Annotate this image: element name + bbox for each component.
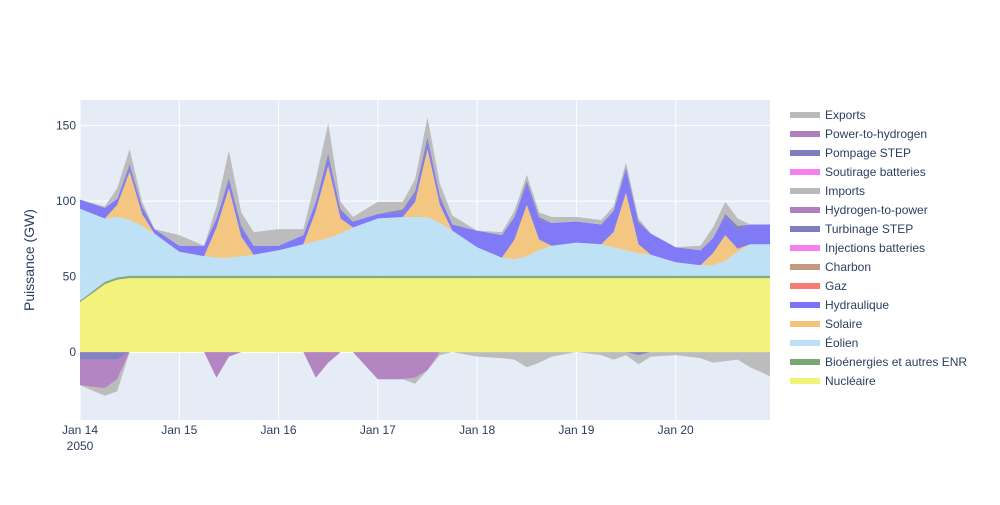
legend-item-imports[interactable]: Imports xyxy=(790,184,865,198)
legend-item-injections-batteries[interactable]: Injections batteries xyxy=(790,241,925,255)
x-tick-label: Jan 20 xyxy=(658,423,694,437)
x-axis: Jan 14 2050 Jan 15 Jan 16 Jan 17 Jan 18 Jan 19… xyxy=(62,423,694,453)
area-hydraulique xyxy=(80,141,770,266)
x-tick-label: Jan 16 xyxy=(261,423,297,437)
legend-swatch xyxy=(790,378,820,384)
legend-label: Pompage STEP xyxy=(825,146,911,160)
legend-label: Nucléaire xyxy=(825,374,876,388)
y-tick-label: 50 xyxy=(63,270,77,284)
legend-label: Hydrogen-to-power xyxy=(825,203,928,217)
legend-swatch xyxy=(790,359,820,365)
legend-label: Turbinage STEP xyxy=(825,222,913,236)
x-tick-label: Jan 19 xyxy=(558,423,594,437)
area-eolien xyxy=(80,208,770,301)
area-power-to-hydrogen xyxy=(80,352,770,389)
legend-item-hydrogen-to-power[interactable]: Hydrogen-to-power xyxy=(790,203,928,217)
legend-item-soutirage-batteries[interactable]: Soutirage batteries xyxy=(790,165,926,179)
legend-swatch xyxy=(790,226,820,232)
legend[interactable]: Exports Power-to-hydrogen Pompage STEP Sout… xyxy=(790,108,967,388)
legend-label: Hydraulique xyxy=(825,298,889,312)
series-areas xyxy=(80,117,770,396)
legend-label: Solaire xyxy=(825,317,863,331)
area-solaire xyxy=(80,149,770,266)
legend-swatch xyxy=(790,340,820,346)
legend-swatch xyxy=(790,207,820,213)
legend-swatch xyxy=(790,321,820,327)
x-tick-label: Jan 17 xyxy=(360,423,396,437)
legend-swatch xyxy=(790,264,820,270)
y-tick-label: 100 xyxy=(56,194,76,208)
x-tick-label: Jan 18 xyxy=(459,423,495,437)
x-tick-label: Jan 15 xyxy=(161,423,197,437)
legend-item-eolien[interactable]: Éolien xyxy=(790,335,858,350)
legend-item-hydraulique[interactable]: Hydraulique xyxy=(790,298,889,312)
legend-item-solaire[interactable]: Solaire xyxy=(790,317,863,331)
legend-item-power-to-hydrogen[interactable]: Power-to-hydrogen xyxy=(790,127,927,141)
legend-item-gaz[interactable]: Gaz xyxy=(790,279,847,293)
legend-item-charbon[interactable]: Charbon xyxy=(790,260,871,274)
legend-item-nucleaire[interactable]: Nucléaire xyxy=(790,374,876,388)
legend-item-pompage-step[interactable]: Pompage STEP xyxy=(790,146,911,160)
y-axis: 0 50 100 150 xyxy=(56,119,76,359)
legend-swatch xyxy=(790,112,820,118)
area-nucleaire xyxy=(80,278,770,353)
legend-label: Gaz xyxy=(825,279,847,293)
legend-swatch xyxy=(790,188,820,194)
legend-swatch xyxy=(790,131,820,137)
area-exports xyxy=(80,352,770,396)
x-tick-label: Jan 14 xyxy=(62,423,98,437)
y-tick-label: 0 xyxy=(69,345,76,359)
legend-swatch xyxy=(790,283,820,289)
legend-item-bioenergies-et-autres-enr[interactable]: Bioénergies et autres ENR xyxy=(790,355,967,369)
legend-label: Imports xyxy=(825,184,865,198)
legend-item-exports[interactable]: Exports xyxy=(790,108,866,122)
legend-swatch xyxy=(790,169,820,175)
legend-label: Éolien xyxy=(825,335,858,350)
area-imports xyxy=(80,117,770,251)
y-axis-title: Puissance (GW) xyxy=(21,209,37,311)
legend-label: Injections batteries xyxy=(825,241,925,255)
legend-label: Charbon xyxy=(825,260,871,274)
y-tick-label: 150 xyxy=(56,119,76,133)
area-turbinage-step xyxy=(80,137,770,251)
legend-swatch xyxy=(790,245,820,251)
legend-swatch xyxy=(790,150,820,156)
legend-label: Bioénergies et autres ENR xyxy=(825,355,967,369)
legend-item-turbinage-step[interactable]: Turbinage STEP xyxy=(790,222,913,236)
legend-swatch xyxy=(790,302,820,308)
legend-label: Power-to-hydrogen xyxy=(825,127,927,141)
x-tick-sublabel: 2050 xyxy=(67,439,94,453)
legend-label: Soutirage batteries xyxy=(825,165,926,179)
legend-label: Exports xyxy=(825,108,866,122)
